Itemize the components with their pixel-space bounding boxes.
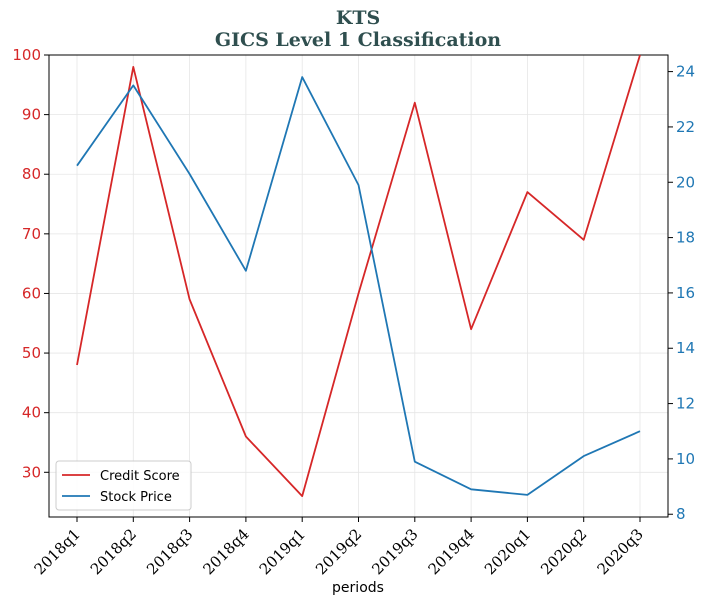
- x-tick-label: 2020q3: [594, 525, 647, 578]
- y-left-tick-label: 30: [22, 463, 41, 481]
- chart-subtitle: GICS Level 1 Classification: [215, 29, 501, 51]
- y-left-tick-label: 60: [22, 284, 41, 302]
- x-tick-label: 2020q1: [481, 525, 534, 578]
- y-right-tick-label: 12: [676, 395, 695, 413]
- x-tick-label: 2019q2: [312, 525, 365, 578]
- y-left-tick-label: 80: [22, 165, 41, 183]
- y-left-tick-label: 90: [22, 106, 41, 124]
- legend: Credit Score Stock Price: [55, 460, 192, 511]
- x-tick-label: 2019q3: [368, 525, 421, 578]
- x-axis: 2018q1 2018q2 2018q3 2018q4 2019q1 2019q2 2019…: [31, 517, 647, 578]
- legend-label: Stock Price: [100, 490, 172, 505]
- x-tick-label: 2019q4: [425, 525, 478, 578]
- y-left-tick-label: 40: [22, 404, 41, 422]
- x-tick-label: 2020q2: [537, 525, 590, 578]
- y-right-tick-label: 14: [676, 339, 695, 357]
- chart-title: KTS: [336, 7, 380, 29]
- y-axis-right: 8 10 12 14 16 18 20 22 24: [668, 63, 695, 523]
- series-line-credit-score: [76, 54, 641, 498]
- y-left-tick-label: 50: [22, 344, 41, 362]
- y-left-tick-label: 100: [12, 46, 41, 64]
- x-axis-label: periods: [332, 580, 384, 596]
- legend-box: [55, 460, 192, 511]
- x-tick-label: 2018q1: [31, 525, 84, 578]
- y-left-tick-label: 70: [22, 225, 41, 243]
- y-right-tick-label: 24: [676, 63, 695, 81]
- grid: [49, 54, 668, 517]
- series-lines: [76, 54, 641, 498]
- y-right-tick-label: 8: [676, 505, 686, 523]
- y-axis-left: 30 40 50 60 70 80 90 100: [12, 46, 49, 481]
- y-right-tick-label: 18: [676, 229, 695, 247]
- y-right-tick-label: 22: [676, 118, 695, 136]
- x-tick-label: 2019q1: [256, 525, 309, 578]
- legend-label: Credit Score: [100, 469, 180, 484]
- y-right-tick-label: 16: [676, 284, 695, 302]
- y-right-tick-label: 20: [676, 173, 695, 191]
- series-line-stock-price: [76, 76, 641, 496]
- x-tick-label: 2018q2: [87, 525, 140, 578]
- x-tick-label: 2018q4: [199, 525, 252, 578]
- x-tick-label: 2018q3: [143, 525, 196, 578]
- y-right-tick-label: 10: [676, 450, 695, 468]
